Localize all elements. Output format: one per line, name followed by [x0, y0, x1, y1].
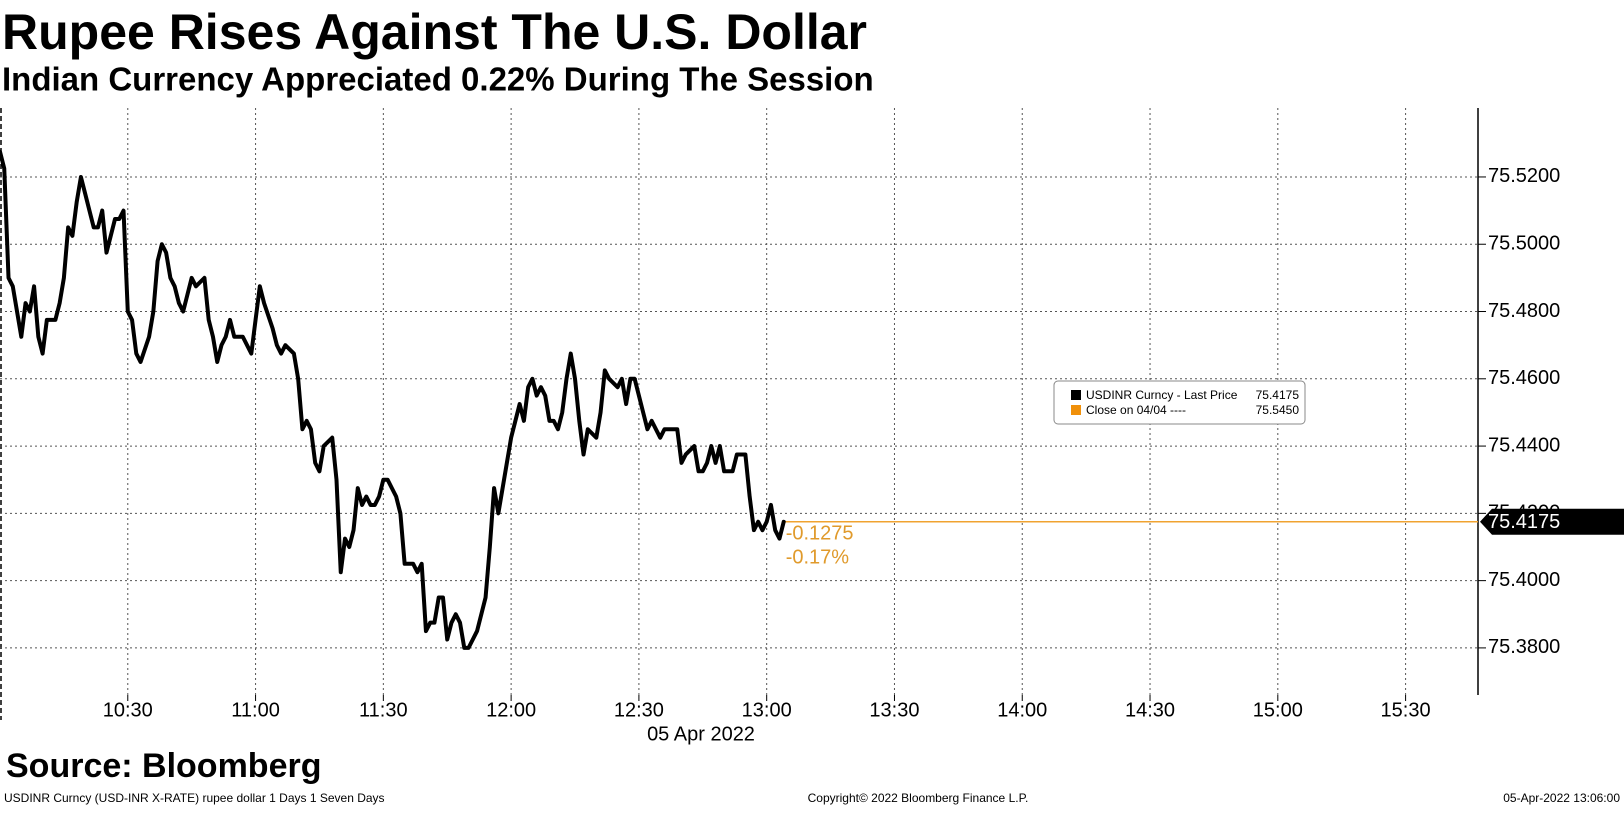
price-line	[0, 149, 786, 650]
legend-swatch	[1071, 405, 1081, 415]
legend-value: 75.5450	[1256, 403, 1300, 417]
chart-title: Rupee Rises Against The U.S. Dollar	[2, 4, 867, 60]
x-tick-label: 11:30	[359, 699, 408, 721]
x-axis-label: 05 Apr 2022	[647, 723, 755, 745]
y-tick-label: 75.4000	[1488, 569, 1560, 591]
source: Source: Bloomberg	[6, 747, 321, 785]
x-tick-label: 10:30	[103, 699, 153, 721]
x-tick-label: 14:00	[997, 699, 1047, 721]
legend-value: 75.4175	[1256, 388, 1300, 402]
legend-label: Close on 04/04 ----	[1086, 403, 1186, 417]
y-tick-label: 75.4600	[1488, 367, 1560, 389]
y-tick-label: 75.5200	[1488, 165, 1560, 187]
x-tick-label: 13:30	[869, 699, 919, 721]
change-pct-annotation: -0.17%	[786, 546, 850, 568]
footer-center: Copyright© 2022 Bloomberg Finance L.P.	[808, 791, 1029, 805]
y-tick-label: 75.3800	[1488, 636, 1560, 658]
footer-left: USDINR Curncy (USD-INR X-RATE) rupee dol…	[4, 791, 385, 805]
change-annotation: -0.1275	[786, 522, 854, 544]
chart-subtitle: Indian Currency Appreciated 0.22% During…	[2, 61, 874, 98]
y-tick-label: 75.5000	[1488, 233, 1560, 255]
x-tick-label: 15:00	[1253, 699, 1303, 721]
y-tick-label: 75.4800	[1488, 300, 1560, 322]
y-tick-label: 75.4400	[1488, 434, 1560, 456]
legend-label: USDINR Curncy - Last Price	[1086, 388, 1238, 402]
price-flag	[1480, 508, 1624, 535]
legend-swatch	[1071, 390, 1081, 400]
legend-box	[1053, 380, 1306, 425]
x-tick-label: 14:30	[1125, 699, 1175, 721]
footer-right: 05-Apr-2022 13:06:00	[1503, 791, 1620, 805]
price-flag-label: 75.4175	[1488, 511, 1560, 533]
x-tick-label: 13:00	[742, 699, 792, 721]
legend: USDINR Curncy - Last Price 75.4175 Close o…	[1053, 380, 1306, 425]
x-tick-label: 11:00	[231, 699, 280, 721]
x-tick-label: 15:30	[1381, 699, 1431, 721]
x-tick-label: 12:00	[486, 699, 536, 721]
x-tick-label: 12:30	[614, 699, 664, 721]
